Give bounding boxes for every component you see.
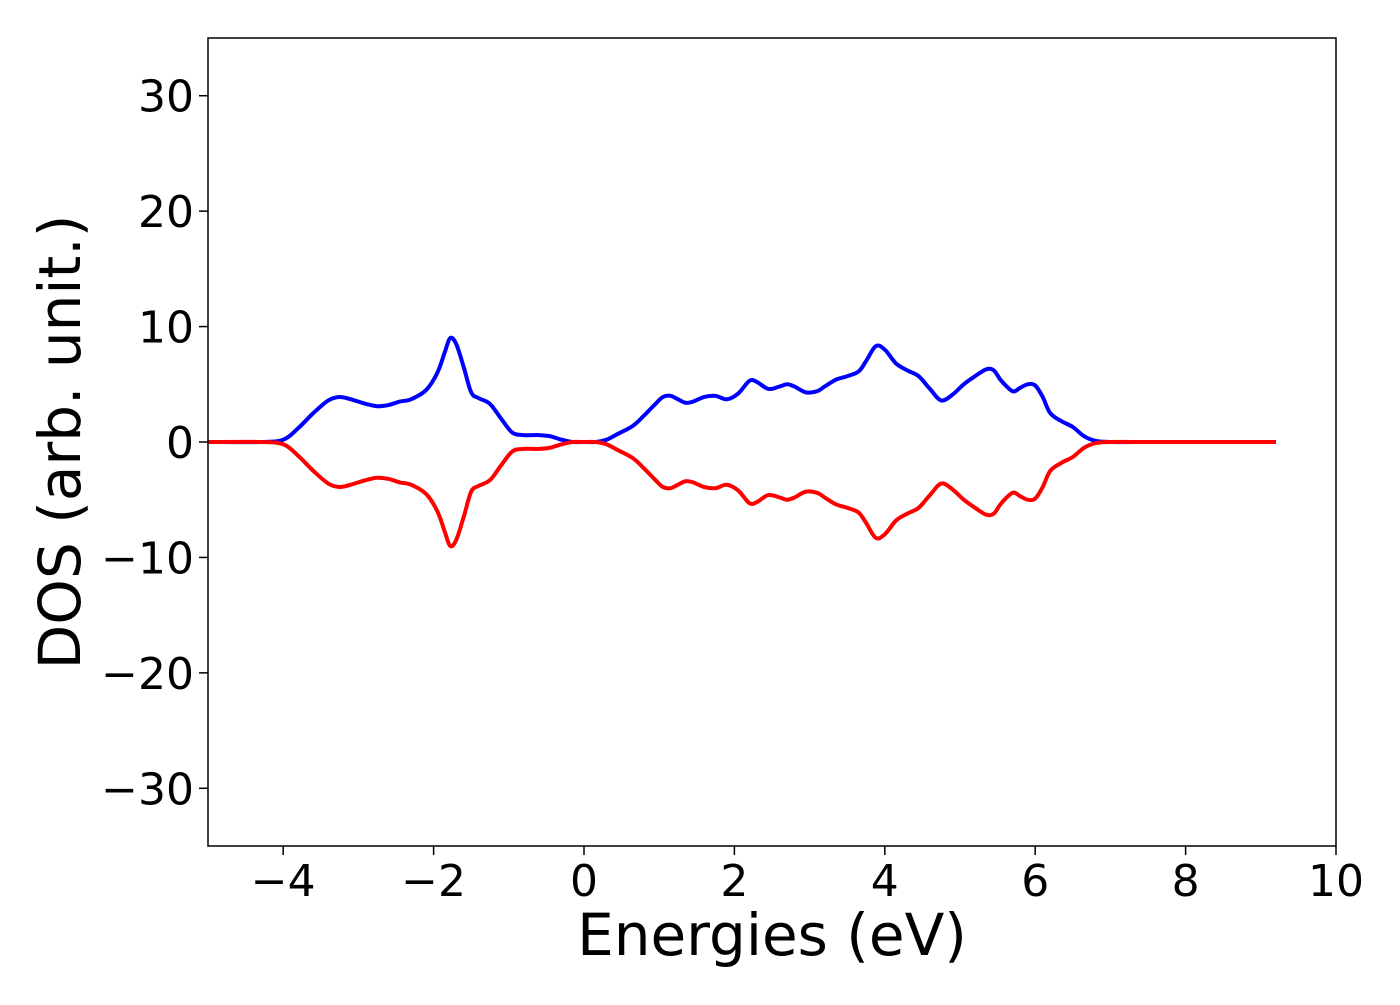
y-tick-label: −20	[101, 649, 194, 700]
x-tick-label: 6	[1021, 856, 1049, 907]
plot-frame	[207, 37, 1337, 847]
x-tick-label: 8	[1172, 856, 1200, 907]
y-tick-label: −30	[101, 764, 194, 815]
spin-down-line	[207, 439, 1276, 549]
x-axis-label: Energies (eV)	[577, 901, 967, 969]
y-axis-label: DOS (arb. unit.)	[26, 215, 94, 670]
x-tick-label: −4	[251, 856, 316, 907]
y-tick-label: 10	[138, 303, 194, 354]
series-layer	[207, 335, 1276, 549]
y-tick-label: −10	[101, 533, 194, 584]
x-tick-label: 4	[871, 856, 899, 907]
y-tick-label: 30	[138, 72, 194, 123]
x-tick-label: 2	[720, 856, 748, 907]
y-tick-label: 20	[138, 187, 194, 238]
y-tick-label: 0	[166, 418, 194, 469]
x-tick-label: 0	[570, 856, 598, 907]
x-tick-label: −2	[401, 856, 466, 907]
x-tick-label: 10	[1308, 856, 1364, 907]
spin-up-line	[207, 335, 1276, 445]
